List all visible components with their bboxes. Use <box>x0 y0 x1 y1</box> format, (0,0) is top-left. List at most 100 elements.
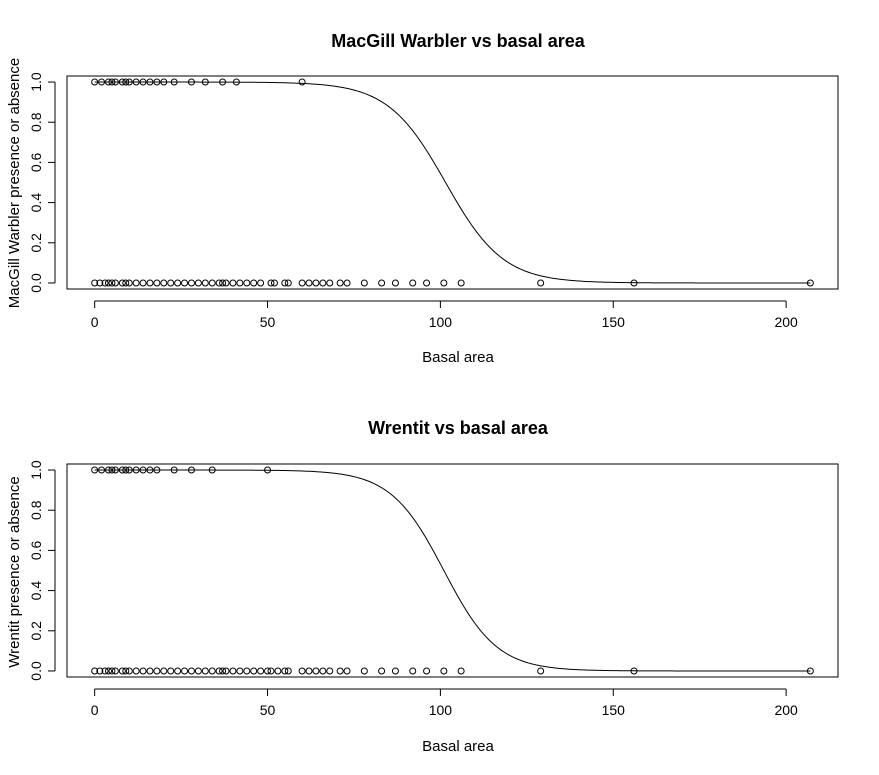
data-point <box>122 667 130 675</box>
y-tick-label: 0.8 <box>28 112 44 132</box>
data-point <box>440 667 448 675</box>
x-tick-label: 0 <box>91 702 99 718</box>
data-point <box>284 667 292 675</box>
data-point <box>96 667 104 675</box>
data-point <box>319 667 327 675</box>
data-point <box>132 279 140 287</box>
y-tick-label: 0.0 <box>28 661 44 681</box>
data-point <box>409 279 417 287</box>
data-point <box>360 667 368 675</box>
data-point <box>174 279 182 287</box>
data-point <box>257 279 265 287</box>
data-point <box>336 667 344 675</box>
data-point <box>312 667 320 675</box>
data-point <box>174 667 182 675</box>
data-point <box>132 667 140 675</box>
data-point <box>298 279 306 287</box>
x-tick-label: 150 <box>602 702 626 718</box>
data-point <box>122 279 130 287</box>
y-tick-label: 0.2 <box>28 621 44 641</box>
y-tick-label: 0.6 <box>28 152 44 172</box>
x-tick-label: 50 <box>260 314 276 330</box>
plot-frame <box>66 75 839 290</box>
data-point <box>326 667 334 675</box>
x-tick-label: 200 <box>774 702 798 718</box>
data-point <box>111 667 119 675</box>
data-point <box>91 279 99 287</box>
data-point <box>409 667 417 675</box>
data-point <box>236 667 244 675</box>
data-point <box>326 279 334 287</box>
data-point <box>125 279 133 287</box>
data-point <box>440 279 448 287</box>
data-point <box>153 667 161 675</box>
x-axis-label: Basal area <box>422 738 494 755</box>
data-point <box>274 667 282 675</box>
data-point <box>243 279 251 287</box>
x-tick-label: 0 <box>91 314 99 330</box>
x-tick-label: 100 <box>429 314 453 330</box>
data-point <box>101 279 109 287</box>
data-point <box>91 667 99 675</box>
data-point <box>537 279 545 287</box>
data-point <box>208 279 216 287</box>
data-point <box>118 279 126 287</box>
chart-panel-macgill-warbler: MacGill Warbler vs basal area Basal area… <box>6 31 839 366</box>
data-point <box>160 667 168 675</box>
data-point <box>284 279 292 287</box>
x-axis-label: Basal area <box>422 349 494 366</box>
data-point <box>101 667 109 675</box>
data-point <box>229 279 237 287</box>
data-point <box>281 279 289 287</box>
data-point <box>215 667 223 675</box>
data-point <box>160 279 168 287</box>
y-tick-label: 0.6 <box>28 540 44 560</box>
data-point <box>201 279 209 287</box>
data-point <box>319 279 327 287</box>
data-point <box>96 279 104 287</box>
data-point <box>312 279 320 287</box>
x-tick-label: 50 <box>260 702 276 718</box>
data-point <box>153 279 161 287</box>
fit-curve <box>94 81 811 284</box>
y-axis-label: Wrentit presence or absence <box>6 476 23 668</box>
data-point <box>229 667 237 675</box>
data-point <box>281 667 289 675</box>
data-point <box>181 279 189 287</box>
data-point <box>391 279 399 287</box>
data-point <box>298 667 306 675</box>
y-tick-label: 0.8 <box>28 500 44 520</box>
data-point <box>139 667 147 675</box>
data-point <box>537 667 545 675</box>
data-point <box>118 667 126 675</box>
data-point <box>250 667 258 675</box>
data-point <box>336 279 344 287</box>
y-tick-label: 0.2 <box>28 233 44 253</box>
data-point <box>222 667 230 675</box>
data-point <box>423 279 431 287</box>
data-point <box>267 279 275 287</box>
data-point <box>167 667 175 675</box>
data-point <box>146 279 154 287</box>
data-point <box>267 667 275 675</box>
data-point <box>457 667 465 675</box>
data-point <box>104 667 112 675</box>
data-point <box>215 279 223 287</box>
data-point <box>250 279 258 287</box>
data-point <box>187 667 195 675</box>
y-tick-label: 1.0 <box>28 460 44 480</box>
y-tick-label: 0.4 <box>28 581 44 601</box>
data-point <box>305 279 313 287</box>
data-point <box>298 78 306 86</box>
data-point <box>264 667 272 675</box>
data-point <box>194 667 202 675</box>
data-point <box>378 667 386 675</box>
y-tick-label: 0.4 <box>28 193 44 213</box>
data-point <box>219 279 227 287</box>
data-point <box>111 279 119 287</box>
data-point <box>257 667 265 675</box>
data-point <box>219 667 227 675</box>
chart-title: Wrentit vs basal area <box>368 418 549 438</box>
y-tick-label: 1.0 <box>28 72 44 92</box>
data-point <box>194 279 202 287</box>
